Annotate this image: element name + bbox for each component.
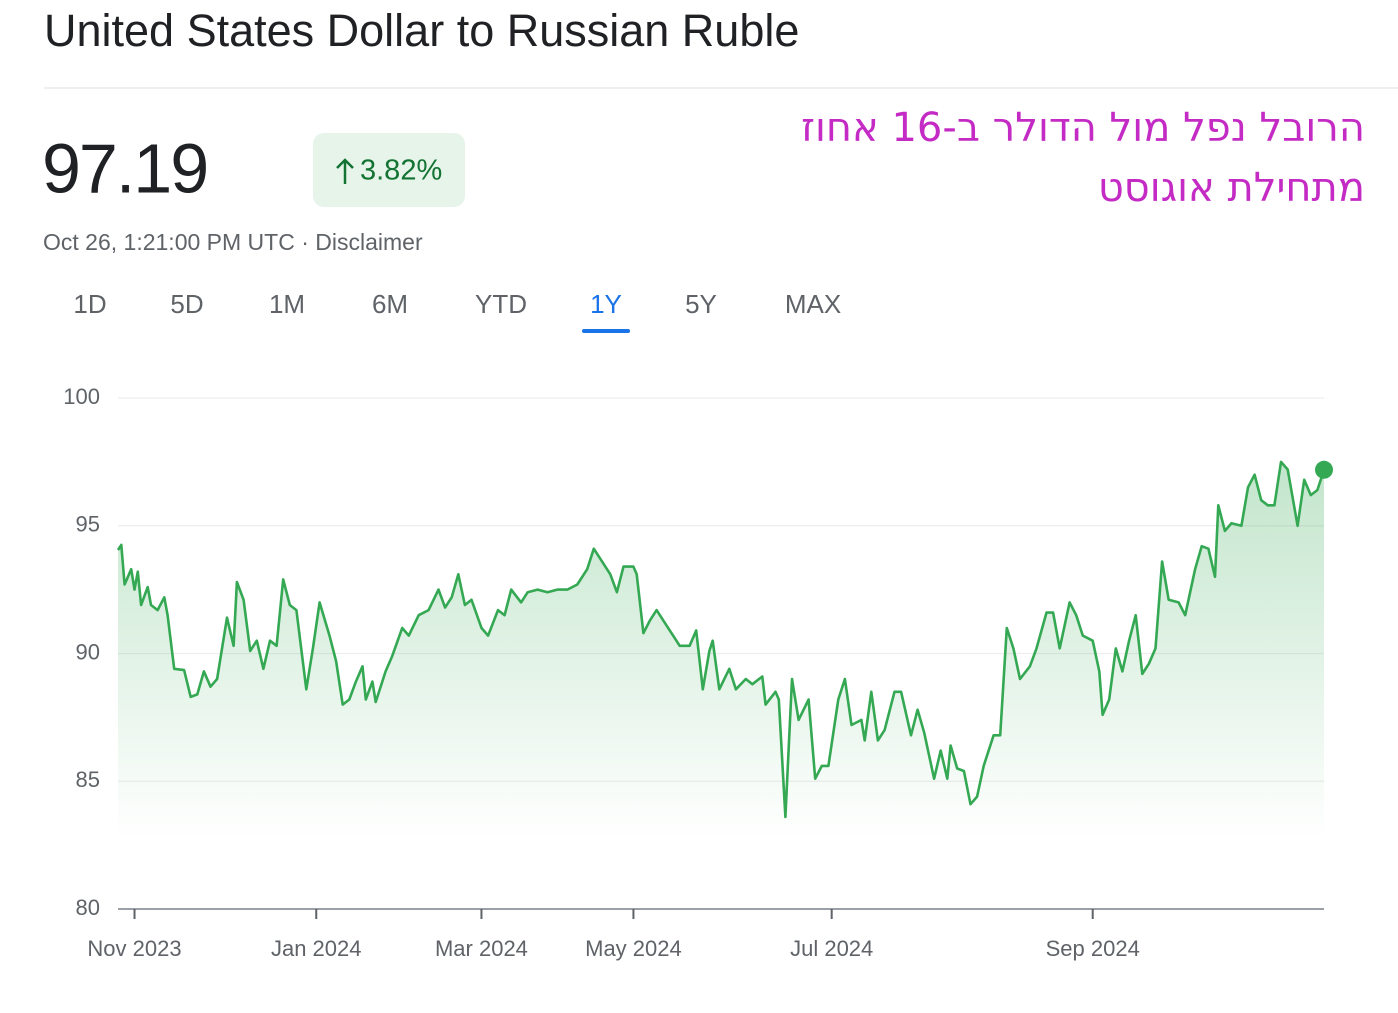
x-tick-label: Mar 2024 xyxy=(435,936,528,961)
x-tick-label: Jul 2024 xyxy=(790,936,873,961)
change: 3.82% xyxy=(360,155,442,187)
x-tick-label: Nov 2023 xyxy=(87,936,181,961)
up-arrow xyxy=(336,158,354,184)
range-tab[interactable]: 6M xyxy=(372,289,408,319)
range-tab[interactable]: 1D xyxy=(73,289,106,319)
y-tick-label: 90 xyxy=(76,639,100,664)
last-point xyxy=(1315,460,1333,479)
y-tick-label: 100 xyxy=(63,384,100,409)
range-tab[interactable]: 5D xyxy=(170,289,203,319)
change-badge xyxy=(313,133,465,207)
range-tab[interactable]: MAX xyxy=(785,289,841,319)
range-tab[interactable]: 1M xyxy=(269,289,305,319)
title: United States Dollar to Russian Ruble xyxy=(44,5,799,56)
x-tick-label: May 2024 xyxy=(585,936,682,961)
range-tab[interactable]: 5Y xyxy=(685,289,717,319)
y-tick-label: 80 xyxy=(76,895,100,920)
x-tick-label: Jan 2024 xyxy=(271,936,362,961)
price-line xyxy=(116,460,1326,819)
y-tick-label: 85 xyxy=(76,767,100,792)
price: 97.19 xyxy=(42,129,207,207)
y-tick-label: 95 xyxy=(76,512,100,537)
x-tick-label: Sep 2024 xyxy=(1046,936,1140,961)
annotation: הרובל נפל מול הדולר ב-16 אחוז מתחילת אוג… xyxy=(801,98,1365,218)
area xyxy=(118,461,1324,909)
timestamp: Oct 26, 1:21:00 PM UTC · Disclaimer xyxy=(43,229,423,255)
tab-underline xyxy=(582,329,630,333)
range-tab[interactable]: 1Y xyxy=(590,289,622,319)
annotation-line: הרובל נפל מול הדולר ב-16 אחוז xyxy=(801,105,1365,151)
range-tab[interactable]: YTD xyxy=(475,289,527,319)
annotation-line: מתחילת אוגוסט xyxy=(1097,165,1365,211)
